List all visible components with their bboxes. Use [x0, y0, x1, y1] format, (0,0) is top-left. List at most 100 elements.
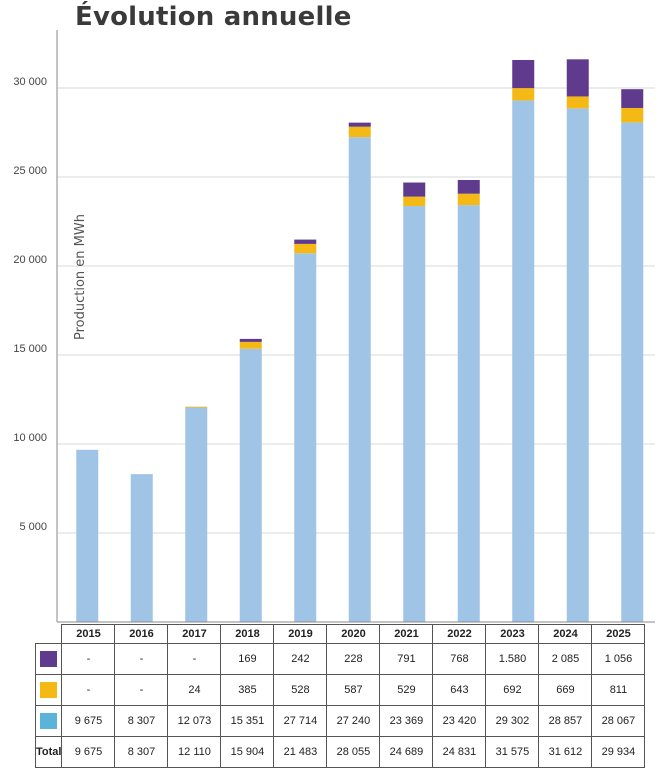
table-total-cell: 28 055 — [326, 736, 381, 768]
bar-segment-2023-0 — [512, 100, 535, 623]
legend-swatch — [40, 651, 58, 667]
legend-swatch — [40, 713, 58, 729]
bar-segment-2022-0 — [457, 205, 480, 622]
table-total-cell: 21 483 — [273, 736, 328, 768]
table-cell: 28 857 — [538, 705, 593, 737]
table-cell: 24 — [167, 674, 222, 706]
bar-segment-2018-2 — [239, 338, 262, 342]
bar-segment-2017-0 — [185, 407, 208, 622]
table-total-cell: 24 831 — [432, 736, 487, 768]
table-year-header: 2019 — [273, 624, 328, 644]
table-cell: 242 — [273, 643, 328, 675]
table-year-header: 2017 — [167, 624, 222, 644]
table-total-cell: 15 904 — [220, 736, 275, 768]
table-cell: 768 — [432, 643, 487, 675]
table-year-header: 2016 — [114, 624, 169, 644]
table-cell: 669 — [538, 674, 593, 706]
table-year-header: 2023 — [485, 624, 540, 644]
chart-title: Évolution annuelle — [75, 2, 352, 32]
bar-segment-2025-0 — [621, 122, 644, 622]
table-cell: 1.580 — [485, 643, 540, 675]
table-cell: 8 307 — [114, 705, 169, 737]
table-year-header: 2025 — [591, 624, 646, 644]
y-tick-label: 5 000 — [19, 521, 47, 533]
bar-segment-2021-0 — [403, 206, 426, 622]
table-year-header: 2022 — [432, 624, 487, 644]
table-total-cell: 29 934 — [591, 736, 646, 768]
total-label: Total — [34, 736, 63, 768]
bar-segment-2022-2 — [457, 180, 480, 194]
table-year-header: 2021 — [379, 624, 434, 644]
bar-segment-2024-0 — [566, 108, 589, 622]
table-row: 9 675 8 307 12 073 15 351 27 714 27 240 23 369… — [34, 705, 646, 737]
bar-segment-2025-1 — [621, 107, 644, 123]
table-cell: 23 420 — [432, 705, 487, 737]
table-total-cell: 31 612 — [538, 736, 593, 768]
y-tick-label: 10 000 — [13, 432, 47, 444]
bar-segment-2022-1 — [457, 193, 480, 206]
bars — [76, 59, 644, 623]
table-year-header: 2020 — [326, 624, 381, 644]
stacked-bar-chart: 5 000 10 000 15 000 20 000 25 000 30 000 Prod… — [13, 30, 655, 623]
table-cell: 9 675 — [61, 705, 116, 737]
table-cell: 1 056 — [591, 643, 646, 675]
table-cell: 23 369 — [379, 705, 434, 737]
table-row: - -24 385 528 587 529 643 692 669 811 — [34, 674, 646, 706]
y-tick-label: 30 000 — [13, 76, 47, 88]
bar-segment-2021-2 — [403, 182, 426, 197]
legend-swatch-cell — [34, 674, 63, 706]
table-cell: - — [61, 643, 116, 675]
bar-segment-2019-2 — [294, 239, 317, 244]
table-cell: 12 073 — [167, 705, 222, 737]
bar-segment-2020-1 — [348, 126, 371, 138]
legend-swatch-cell — [34, 643, 63, 675]
table-cell: 169 — [220, 643, 275, 675]
table-cell: 528 — [273, 674, 328, 706]
table-cell: 587 — [326, 674, 381, 706]
table-corner — [36, 625, 62, 644]
table-cell: 15 351 — [220, 705, 275, 737]
bar-segment-2023-2 — [512, 59, 535, 89]
table-cell: 29 302 — [485, 705, 540, 737]
table-total-cell: 9 675 — [61, 736, 116, 768]
table-total-row: Total 9 675 8 307 12 110 15 904 21 483 28 055 2… — [34, 736, 646, 768]
data-table: 2015 2016 2017 2018 2019 2020 2021 2022 2023 2024… — [34, 624, 646, 768]
bar-segment-2017-1 — [185, 406, 208, 408]
table-cell: 385 — [220, 674, 275, 706]
bar-segment-2024-2 — [566, 59, 589, 97]
bar-segment-2020-0 — [348, 137, 371, 623]
legend-swatch — [40, 682, 58, 698]
bar-segment-2019-0 — [294, 253, 317, 622]
y-tick-label: 15 000 — [13, 343, 47, 355]
table-row: - - -169 242 228 791 768 1.580 2 085 1 056 — [34, 643, 646, 675]
table-cell: 692 — [485, 674, 540, 706]
table-total-cell: 24 689 — [379, 736, 434, 768]
table-year-header: 2015 — [61, 624, 116, 644]
table-cell: 791 — [379, 643, 434, 675]
table-cell: 27 714 — [273, 705, 328, 737]
table-total-cell: 8 307 — [114, 736, 169, 768]
table-cell: 529 — [379, 674, 434, 706]
table-year-header: 2024 — [538, 624, 593, 644]
table-total-cell: 12 110 — [167, 736, 222, 768]
y-axis-label: Production en MWh — [73, 214, 88, 340]
y-tick-label: 25 000 — [13, 165, 47, 177]
bar-segment-2020-2 — [348, 122, 371, 127]
table-cell: 2 085 — [538, 643, 593, 675]
bar-segment-2021-1 — [403, 196, 426, 207]
bar-segment-2015-0 — [76, 449, 99, 622]
bar-segment-2025-2 — [621, 89, 644, 108]
table-cell: 228 — [326, 643, 381, 675]
bar-segment-2023-1 — [512, 88, 535, 101]
table-cell: - — [114, 643, 169, 675]
table-cell: - — [167, 643, 222, 675]
table-cell: 643 — [432, 674, 487, 706]
table-total-cell: 31 575 — [485, 736, 540, 768]
bar-segment-2018-0 — [239, 348, 262, 622]
bar-segment-2019-1 — [294, 243, 317, 254]
table-cell: 811 — [591, 674, 646, 706]
bar-segment-2016-0 — [130, 474, 153, 622]
legend-swatch-cell — [34, 705, 63, 737]
table-cell: 28 067 — [591, 705, 646, 737]
y-tick-label: 20 000 — [13, 254, 47, 266]
